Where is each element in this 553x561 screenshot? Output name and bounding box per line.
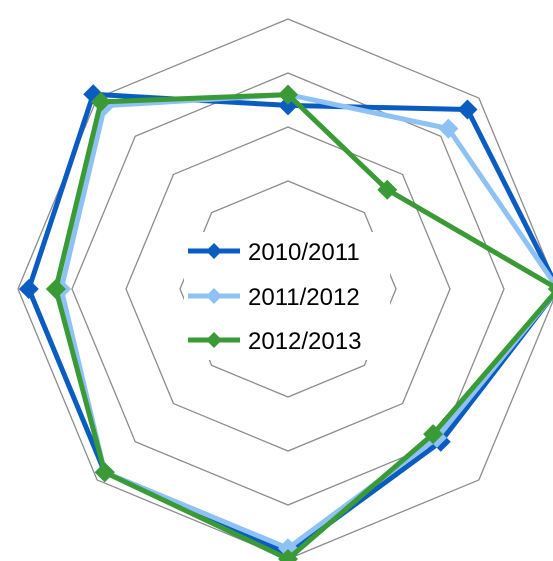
grid-ring-3 [125, 126, 451, 452]
point-2010-2011-7 [18, 279, 39, 299]
point-2012-2013-1 [278, 84, 298, 105]
legend-label-2010-2011: 2010/2011 [248, 239, 360, 266]
legend-marker-2010-2011 [206, 243, 222, 259]
point-2012-2013-4 [423, 424, 444, 445]
point-2012-2013-5 [278, 549, 298, 561]
point-2012-2013-6 [94, 462, 115, 483]
point-2012-2013-7 [45, 279, 66, 299]
legend: 2010/2011 2011/2012 2012/2013 [188, 239, 361, 355]
point-2010-2011-2 [457, 99, 478, 120]
legend-label-2011-2012: 2011/2012 [248, 284, 360, 311]
series-2012-2013 [45, 84, 553, 561]
legend-item-2011-2012: 2011/2012 [188, 284, 360, 311]
legend-item-2010-2011: 2010/2011 [188, 239, 360, 266]
legend-item-2012-2013: 2012/2013 [188, 328, 361, 355]
series-layer [18, 84, 553, 561]
point-2012-2013-8 [90, 91, 111, 112]
legend-label-2012-2013: 2012/2013 [248, 328, 361, 355]
point-2012-2013-2 [377, 179, 398, 200]
legend-marker-2012-2013 [206, 332, 222, 348]
grid-ring-4 [71, 72, 505, 506]
point-2011-2012-2 [438, 118, 459, 139]
point-2012-2013-3 [548, 284, 553, 294]
legend-marker-2011-2012 [206, 288, 222, 304]
